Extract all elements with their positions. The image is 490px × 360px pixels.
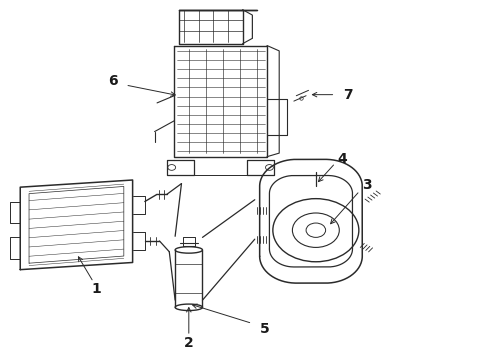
Text: 6: 6: [108, 75, 118, 89]
Text: 5: 5: [260, 322, 270, 336]
Text: 1: 1: [91, 282, 101, 296]
Text: 3: 3: [362, 178, 372, 192]
Text: 7: 7: [343, 87, 352, 102]
Text: 2: 2: [184, 336, 194, 350]
Text: 4: 4: [338, 152, 347, 166]
